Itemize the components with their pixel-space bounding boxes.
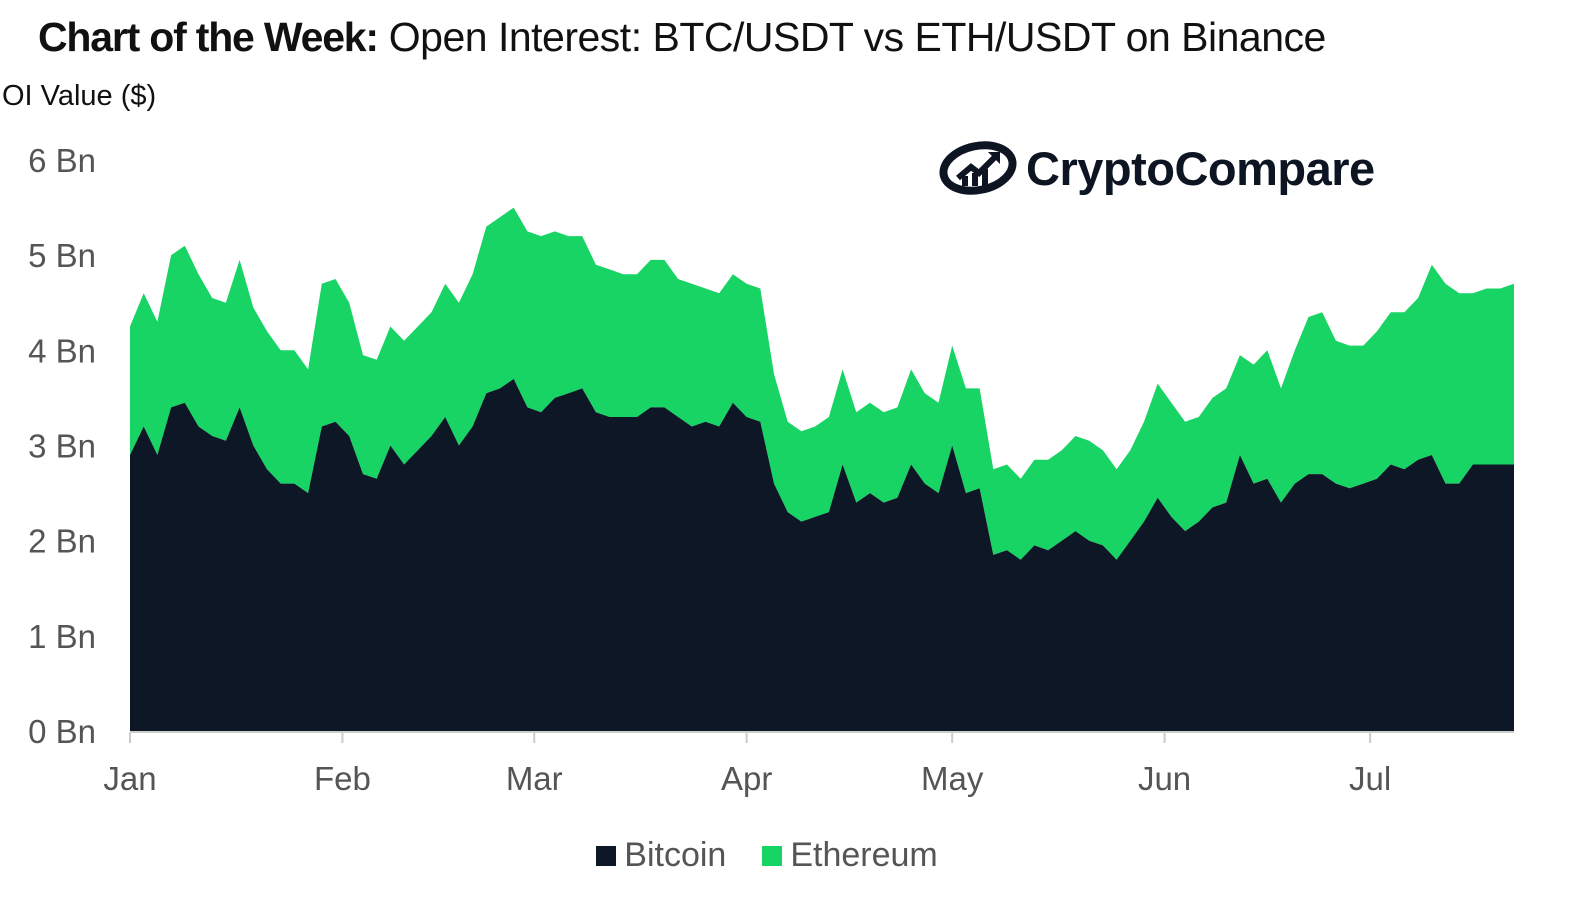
stacked-areas bbox=[130, 207, 1514, 731]
x-tick-label: Jan bbox=[103, 760, 156, 797]
legend-label-ethereum: Ethereum bbox=[790, 836, 938, 874]
x-axis: Jan Feb Mar Apr May Jun Jul bbox=[103, 731, 1514, 797]
chart-title-main: Open Interest: BTC/USDT vs ETH/USDT on B… bbox=[388, 14, 1327, 60]
chart-up-icon bbox=[939, 141, 1017, 195]
x-tick-label: Jun bbox=[1138, 760, 1191, 797]
x-tick-label: Mar bbox=[506, 760, 563, 797]
bitcoin-area bbox=[130, 378, 1514, 731]
legend-item-bitcoin[interactable]: Bitcoin bbox=[596, 836, 726, 875]
y-tick-label: 6 Bn bbox=[28, 142, 96, 179]
chart-title: Chart of the Week: Open Interest: BTC/US… bbox=[38, 14, 1326, 61]
x-tick-label: Apr bbox=[721, 760, 772, 797]
y-axis-ticks: 0 Bn 1 Bn 2 Bn 3 Bn 4 Bn 5 Bn 6 Bn bbox=[28, 142, 96, 750]
y-tick-label: 1 Bn bbox=[28, 618, 96, 655]
y-tick-label: 2 Bn bbox=[28, 523, 96, 560]
brand-logo: CryptoCompare bbox=[938, 138, 1375, 198]
chart-title-prefix: Chart of the Week: bbox=[38, 14, 379, 60]
chart-legend: Bitcoin Ethereum bbox=[0, 836, 1559, 875]
legend-item-ethereum[interactable]: Ethereum bbox=[762, 836, 938, 875]
x-tick-label: May bbox=[921, 760, 984, 797]
legend-swatch-bitcoin bbox=[596, 845, 617, 866]
brand-logo-text: CryptoCompare bbox=[1026, 141, 1375, 195]
x-tick-label: Jul bbox=[1349, 760, 1391, 797]
y-tick-label: 0 Bn bbox=[28, 713, 96, 750]
y-tick-label: 4 Bn bbox=[28, 332, 96, 369]
legend-label-bitcoin: Bitcoin bbox=[624, 836, 727, 874]
y-axis-label: OI Value ($) bbox=[2, 80, 156, 112]
y-tick-label: 5 Bn bbox=[28, 237, 96, 274]
y-tick-label: 3 Bn bbox=[28, 428, 96, 465]
x-tick-label: Feb bbox=[314, 760, 371, 797]
legend-swatch-ethereum bbox=[762, 845, 783, 866]
ethereum-area bbox=[130, 207, 1514, 560]
